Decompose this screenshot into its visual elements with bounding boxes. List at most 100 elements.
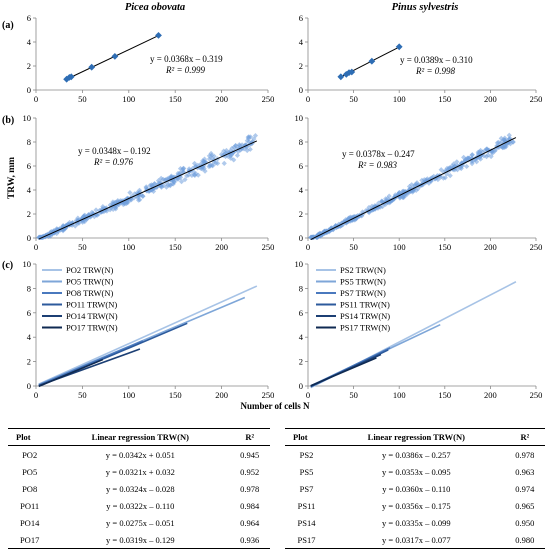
scatter-point xyxy=(454,159,460,165)
scatter-point xyxy=(464,163,470,170)
y-tick-label: 8 xyxy=(299,137,303,147)
table-row: PS2 y = 0.0386x – 0.257 0.978 xyxy=(285,446,545,464)
scatter-point xyxy=(463,157,469,163)
pinus-regression-table: Plot Linear regression TRW(N) R² PS2 y = … xyxy=(285,428,545,549)
panel-label-a: (a) xyxy=(2,20,14,31)
series-line xyxy=(38,285,258,385)
scatter-point xyxy=(191,169,197,175)
y-tick-label: 10 xyxy=(295,259,304,269)
y-tick-label: 4 xyxy=(27,185,32,195)
scatter-point xyxy=(415,186,421,192)
y-tick-label: 10 xyxy=(295,113,304,123)
scatter-point xyxy=(483,146,489,152)
scatter-point xyxy=(195,172,201,178)
x-axis-label: Number of cells N xyxy=(240,401,310,411)
cell-r2: 0.978 xyxy=(240,483,260,494)
cell-regression: y = 0.0360x – 0.110 xyxy=(382,483,451,494)
x-tick-label: 200 xyxy=(215,242,228,252)
scatter-point xyxy=(236,142,242,148)
scatter-point xyxy=(488,148,494,154)
chart-a-picea: 0 2 4 6 0 50 100 150 200 250 y = 0.0368x – 0.319R²… xyxy=(27,13,275,104)
scatter-point xyxy=(178,179,185,185)
scatter-point xyxy=(494,140,501,146)
scatter-point xyxy=(375,200,382,206)
data-point xyxy=(67,73,75,81)
header-plot: Plot xyxy=(285,428,328,446)
legend-entry: PO14 TRW(N) xyxy=(66,311,118,321)
scatter-point xyxy=(395,192,401,198)
cell-regression: y = 0.0317x – 0.077 xyxy=(327,531,505,549)
regression-equation: y = 0.0368x – 0.319 xyxy=(150,54,223,64)
x-tick-label: 0 xyxy=(306,94,310,104)
scatter-point xyxy=(437,174,444,180)
x-tick-label: 200 xyxy=(484,242,497,252)
y-tick-label: 2 xyxy=(299,61,303,71)
y-tick-label: 4 xyxy=(27,37,32,47)
cell-regression: y = 0.0386x – 0.257 xyxy=(382,449,451,460)
figure: Picea obovata Pinus sylvestris (a) (b) (… xyxy=(2,2,543,411)
fit-line xyxy=(38,140,258,240)
legend-entry: PS7 TRW(N) xyxy=(340,288,386,298)
species-title-left: Picea obovata xyxy=(125,2,185,13)
table-row: PS5 y = 0.0353x – 0.095 0.963 xyxy=(285,463,545,480)
y-tick-label: 8 xyxy=(27,137,31,147)
y-tick-label: 2 xyxy=(27,357,31,367)
x-tick-label: 50 xyxy=(349,94,358,104)
y-tick-label: 8 xyxy=(299,283,303,293)
x-tick-label: 250 xyxy=(262,242,275,252)
cell-r2: 0.965 xyxy=(515,500,535,511)
y-tick-label: 10 xyxy=(23,113,32,123)
scatter-point xyxy=(206,156,213,162)
scatter-point xyxy=(510,139,516,145)
y-tick-label: 6 xyxy=(27,308,31,318)
scatter-point xyxy=(468,158,475,164)
x-tick-label: 50 xyxy=(349,390,358,400)
x-tick-label: 150 xyxy=(169,242,182,252)
scatter-point xyxy=(397,195,403,201)
scatter-point xyxy=(450,167,456,173)
scatter-point xyxy=(497,140,504,146)
table-row: PO11 y = 0.0322x – 0.110 0.984 xyxy=(8,497,270,514)
y-tick-label: 4 xyxy=(299,37,304,47)
y-tick-label: 10 xyxy=(23,259,32,269)
scatter-point xyxy=(115,199,121,205)
scatter-point xyxy=(442,175,448,181)
panel-label-c: (c) xyxy=(2,260,13,271)
regression-tables: Plot Linear regression TRW(N) R² PO2 y = … xyxy=(0,414,550,549)
scatter-point xyxy=(72,223,78,229)
scatter-point xyxy=(93,207,99,213)
scatter-point xyxy=(182,177,188,183)
regression-equation: y = 0.0348x – 0.192 xyxy=(78,146,151,156)
x-tick-label: 250 xyxy=(262,390,275,400)
legend-entry: PS5 TRW(N) xyxy=(340,277,386,287)
cell-plot: PO11 xyxy=(20,500,40,511)
scatter-point xyxy=(348,215,354,221)
scatter-point xyxy=(492,147,499,153)
data-point xyxy=(111,53,119,60)
scatter-point xyxy=(420,182,426,188)
cell-r2: 0.950 xyxy=(515,517,535,528)
cell-r2: 0.978 xyxy=(515,449,535,460)
x-tick-label: 250 xyxy=(530,390,543,400)
scatter-point xyxy=(417,183,423,189)
y-tick-label: 0 xyxy=(299,85,303,95)
regression-equation: y = 0.0378x – 0.247 xyxy=(342,149,415,159)
scatter-point xyxy=(406,183,413,190)
legend-entry: PS11 TRW(N) xyxy=(340,300,390,310)
regression-equation: y = 0.0389x – 0.310 xyxy=(400,55,473,65)
scatter-point xyxy=(485,152,491,158)
scatter-point xyxy=(392,194,398,200)
table-header-row: Plot Linear regression TRW(N) R² xyxy=(285,428,545,446)
cell-plot: PS17 xyxy=(285,531,328,549)
scatter-point xyxy=(506,132,512,138)
scatter-point xyxy=(447,165,453,171)
table-row: PO5 y = 0.0321x + 0.032 0.952 xyxy=(8,463,270,480)
legend-entry: PO2 TRW(N) xyxy=(66,265,113,275)
cell-r2: 0.984 xyxy=(240,500,260,511)
species-title-right: Pinus sylvestris xyxy=(392,2,459,13)
series-line xyxy=(38,358,104,388)
scatter-point xyxy=(356,213,363,219)
